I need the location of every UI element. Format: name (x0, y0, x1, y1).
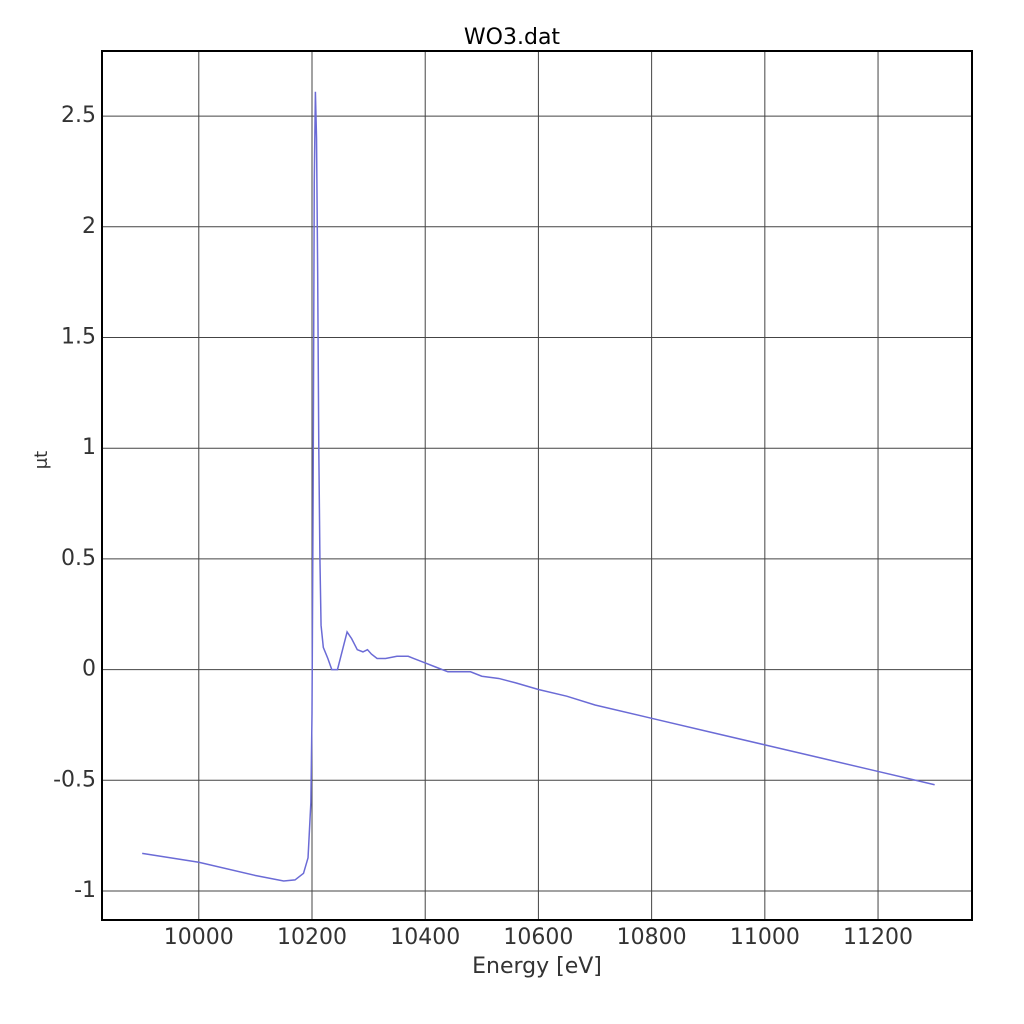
x-tick-label: 10000 (164, 925, 234, 950)
data-line (142, 91, 935, 882)
plot-frame (101, 50, 973, 921)
x-tick-label: 11000 (730, 925, 800, 950)
y-tick-label: 1 (82, 435, 96, 460)
y-tick-label: 0 (82, 657, 96, 682)
y-tick-label: 1.5 (61, 324, 96, 349)
chart-title: WO3.dat (464, 25, 561, 50)
y-tick-label: -0.5 (53, 767, 96, 792)
x-tick-label: 10200 (277, 925, 347, 950)
y-tick-label: 2.5 (61, 103, 96, 128)
y-tick-label: 0.5 (61, 546, 96, 571)
x-tick-label: 10800 (617, 925, 687, 950)
y-tick-label: 2 (82, 214, 96, 239)
x-tick-label: 11200 (843, 925, 913, 950)
x-tick-label: 10600 (503, 925, 573, 950)
y-tick-label: -1 (74, 878, 96, 903)
y-axis-label: μt (31, 451, 52, 470)
x-axis-label: Energy [eV] (472, 954, 602, 979)
x-tick-label: 10400 (390, 925, 460, 950)
